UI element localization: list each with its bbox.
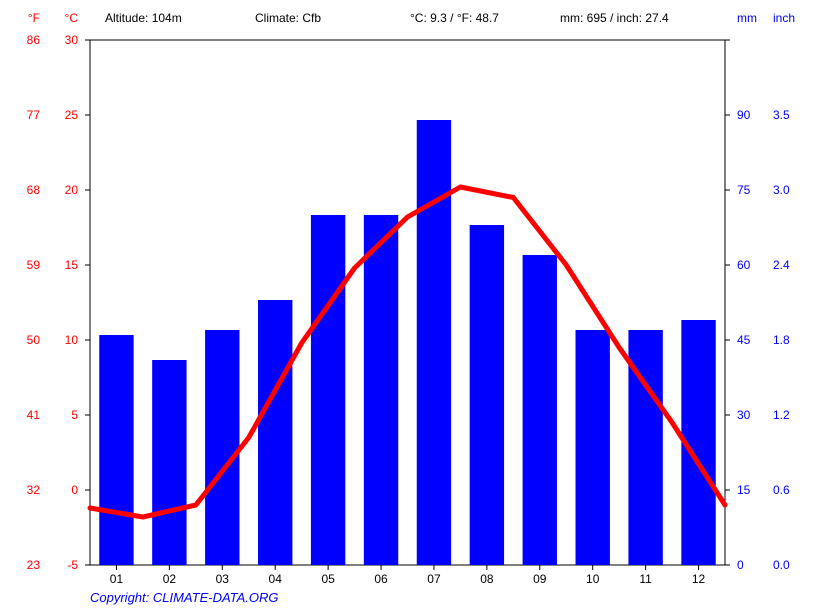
x-tick-label: 03 [216, 572, 230, 586]
precip-bar [470, 225, 504, 565]
inch-tick-label: 0.6 [773, 483, 790, 497]
header-temp: °C: 9.3 / °F: 48.7 [410, 11, 499, 25]
f-tick-label: 86 [27, 33, 41, 47]
inch-tick-label: 3.0 [773, 183, 790, 197]
x-tick-label: 09 [533, 572, 547, 586]
c-tick-label: 10 [65, 333, 79, 347]
c-tick-label: 20 [65, 183, 79, 197]
c-axis-label: °C [65, 11, 79, 25]
climate-chart: -5 23 0 32 5 41 10 50 15 59 20 68 25 77 30 86 °F °C 0 0.0 15… [0, 0, 815, 611]
inch-tick-label: 1.2 [773, 408, 790, 422]
x-tick-label: 07 [427, 572, 441, 586]
precip-bar [205, 330, 239, 565]
f-tick-label: 32 [27, 483, 41, 497]
mm-tick-label: 30 [737, 408, 751, 422]
precip-bar [99, 335, 133, 565]
c-tick-label: 0 [71, 483, 78, 497]
header-climate: Climate: Cfb [255, 11, 321, 25]
inch-tick-label: 3.5 [773, 108, 790, 122]
inch-axis-label: inch [773, 11, 795, 25]
precip-bar [576, 330, 610, 565]
f-tick-label: 77 [27, 108, 41, 122]
c-tick-label: 15 [65, 258, 79, 272]
f-tick-label: 68 [27, 183, 41, 197]
precip-bar [311, 215, 345, 565]
inch-tick-label: 1.8 [773, 333, 790, 347]
mm-tick-label: 0 [737, 558, 744, 572]
x-tick-label: 05 [321, 572, 335, 586]
chart-svg: -5 23 0 32 5 41 10 50 15 59 20 68 25 77 30 86 °F °C 0 0.0 15… [0, 0, 815, 611]
x-tick-label: 10 [586, 572, 600, 586]
x-tick-label: 06 [374, 572, 388, 586]
header-altitude: Altitude: 104m [105, 11, 182, 25]
f-tick-label: 23 [27, 558, 41, 572]
mm-tick-label: 45 [737, 333, 751, 347]
x-tick-label: 02 [163, 572, 177, 586]
c-tick-label: 25 [65, 108, 79, 122]
c-tick-label: -5 [67, 558, 78, 572]
mm-axis-label: mm [737, 11, 757, 25]
c-tick-label: 5 [71, 408, 78, 422]
header-precip: mm: 695 / inch: 27.4 [560, 11, 669, 25]
x-tick-label: 12 [692, 572, 706, 586]
mm-tick-label: 15 [737, 483, 751, 497]
precip-bar [364, 215, 398, 565]
f-tick-label: 50 [27, 333, 41, 347]
precip-bar [152, 360, 186, 565]
x-tick-label: 04 [269, 572, 283, 586]
f-tick-label: 59 [27, 258, 41, 272]
precip-bar [258, 300, 292, 565]
inch-tick-label: 0.0 [773, 558, 790, 572]
mm-tick-label: 75 [737, 183, 751, 197]
mm-tick-label: 90 [737, 108, 751, 122]
x-tick-label: 01 [110, 572, 124, 586]
precip-bar [417, 120, 451, 565]
f-tick-label: 41 [27, 408, 41, 422]
f-axis-label: °F [28, 11, 40, 25]
x-tick-label: 11 [639, 572, 652, 586]
mm-tick-label: 60 [737, 258, 751, 272]
c-tick-label: 30 [65, 33, 79, 47]
precip-bar [523, 255, 557, 565]
x-tick-label: 08 [480, 572, 494, 586]
copyright-text: Copyright: CLIMATE-DATA.ORG [90, 590, 279, 605]
inch-tick-label: 2.4 [773, 258, 790, 272]
